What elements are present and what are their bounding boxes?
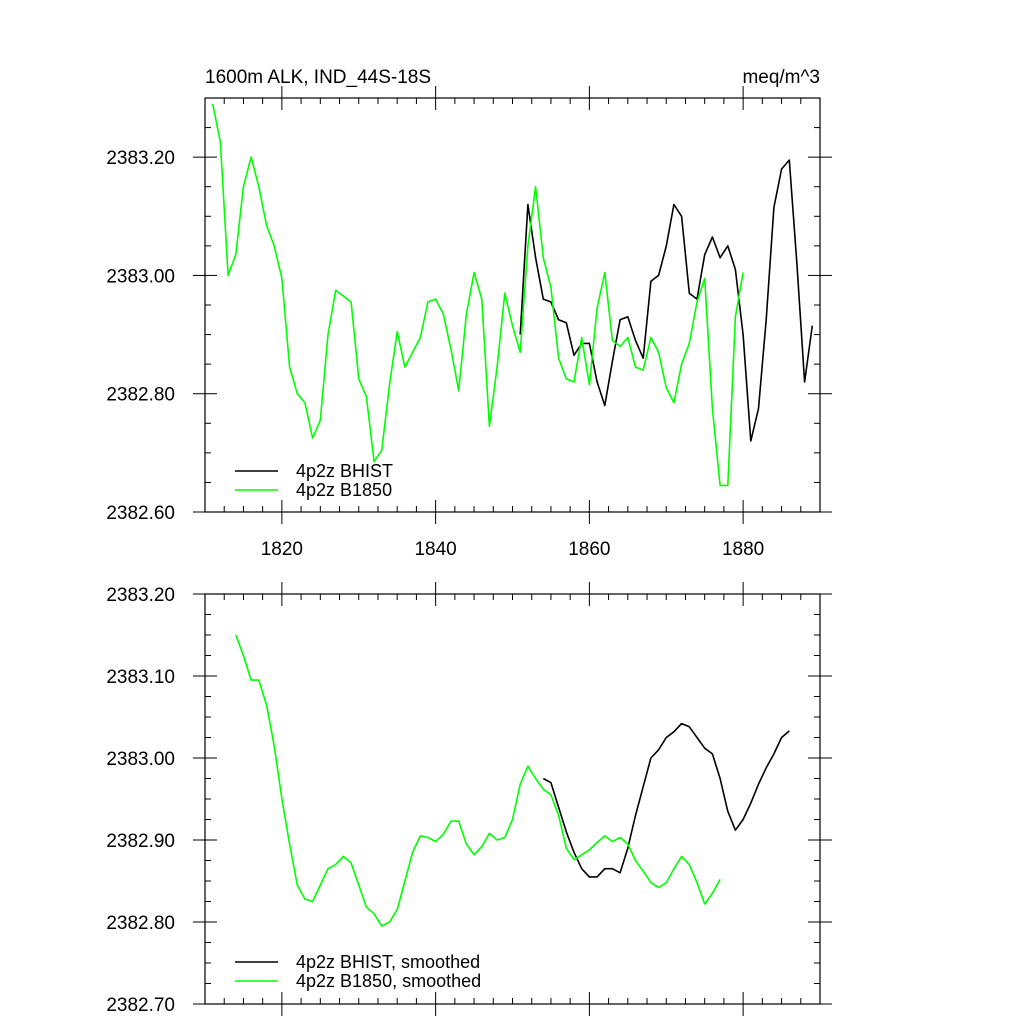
legend-label-bhist: 4p2z BHIST — [296, 461, 393, 481]
top-series-4p2z-bhist — [519, 159, 814, 442]
panel-top-legend: 4p2z BHIST 4p2z B1850 — [235, 461, 393, 500]
bottom-y-tick-label: 2382.90 — [106, 831, 175, 852]
bottom-y-tick-label: 2383.00 — [106, 749, 175, 770]
top-y-tick-label: 2382.80 — [106, 385, 175, 406]
panel-top-series — [211, 103, 814, 487]
bottom-y-tick-label: 2382.70 — [106, 995, 175, 1016]
panel-bottom-series — [235, 634, 790, 927]
bottom-y-tick-label: 2383.10 — [106, 667, 175, 688]
top-y-tick-label: 2383.20 — [106, 148, 175, 169]
panel-bottom: 2382.70 2382.80 2382.90 2383.00 2383.10 2383.… — [106, 582, 832, 1016]
bottom-y-tick-label: 2383.20 — [106, 585, 175, 606]
top-x-tick-label: 1860 — [568, 539, 610, 560]
top-x-tick-label: 1880 — [722, 539, 764, 560]
legend-label-b1850: 4p2z B1850 — [296, 480, 392, 500]
top-series-4p2z-b1850 — [211, 103, 744, 487]
panel-top-frame — [204, 97, 821, 513]
panel-bottom-ticks: 2382.70 2382.80 2382.90 2383.00 2383.10 2383.… — [106, 582, 832, 1016]
top-y-tick-label: 2382.60 — [106, 503, 175, 524]
panel-top-title: 1600m ALK, IND_44S-18S — [205, 67, 431, 88]
legend-label-b1850-smoothed: 4p2z B1850, smoothed — [296, 971, 481, 991]
panel-bottom-frame — [204, 593, 821, 1005]
panel-top-units: meq/m^3 — [742, 67, 820, 88]
top-x-tick-label: 1840 — [414, 539, 456, 560]
bottom-y-tick-label: 2382.80 — [106, 913, 175, 934]
bottom-series-4p2z-b1850-smoothed — [235, 634, 721, 927]
panel-bottom-legend: 4p2z BHIST, smoothed 4p2z B1850, smoothe… — [235, 952, 481, 991]
panel-top: 1600m ALK, IND_44S-18S meq/m^3 1820 1840 1… — [106, 67, 832, 560]
bottom-series-4p2z-bhist-smoothed — [542, 722, 790, 878]
top-x-tick-label: 1820 — [261, 539, 303, 560]
legend-label-bhist-smoothed: 4p2z BHIST, smoothed — [296, 952, 480, 972]
top-y-tick-label: 2383.00 — [106, 266, 175, 287]
panel-top-ticks: 1820 1840 1860 1880 2382.60 2382.80 2383.00 238… — [106, 86, 832, 560]
